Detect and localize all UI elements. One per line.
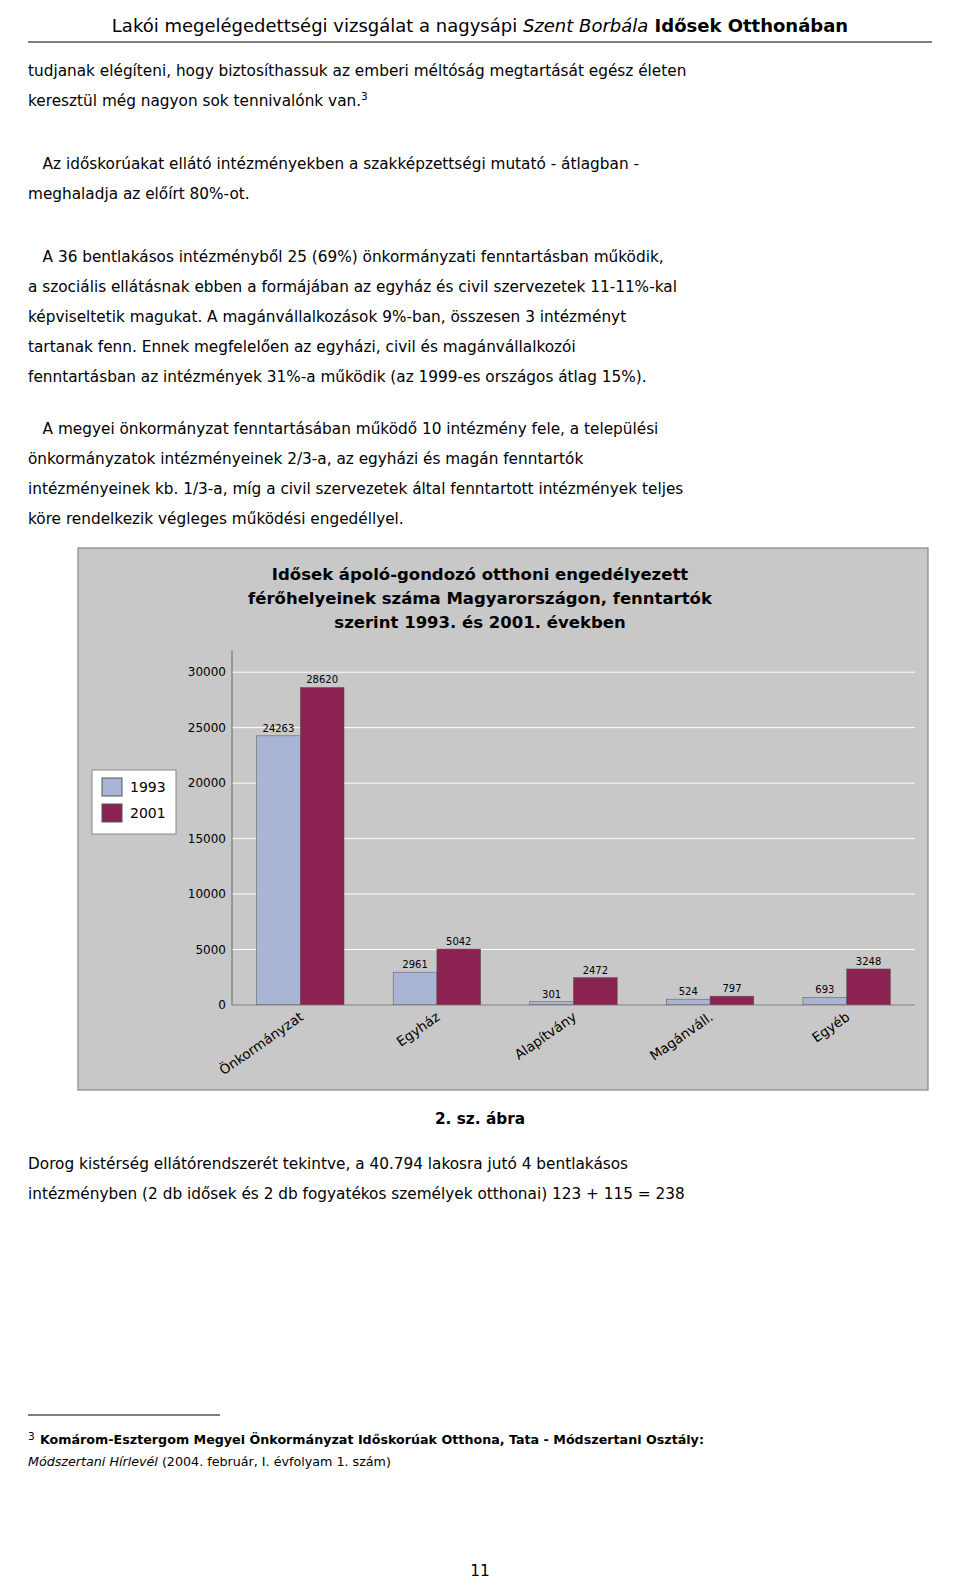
paragraph-line: intézményeinek kb. 1/3-a, míg a civil sz… <box>28 480 683 498</box>
bar <box>257 736 301 1005</box>
data-label: 3248 <box>856 956 881 967</box>
chart: Idősek ápoló-gondozó otthoni engedélyeze… <box>78 548 928 1090</box>
y-axis-line <box>232 650 233 1005</box>
data-label: 301 <box>542 989 561 1000</box>
footnote-detail: (2004. február, I. évfolyam 1. szám) <box>158 1454 391 1469</box>
bar <box>393 972 437 1005</box>
data-label: 693 <box>815 984 834 995</box>
paragraph-line: tartanak fenn. Ennek megfelelően az egyh… <box>28 338 576 356</box>
legend-swatch <box>102 804 122 822</box>
caption: 2. sz. ábra <box>435 1110 525 1128</box>
data-label: 28620 <box>306 674 338 685</box>
footnote-text: Módszertani Hírlevél (2004. február, I. … <box>28 1454 391 1469</box>
page-title: Lakói megelégedettségi vizsgálat a nagys… <box>112 15 848 36</box>
x-tick-label: Önkormányzat <box>215 1008 306 1079</box>
legend-label: 2001 <box>130 805 166 821</box>
x-tick-label: Magánváll. <box>647 1008 716 1063</box>
legend-label: 1993 <box>130 779 166 795</box>
bar <box>300 687 344 1005</box>
bar <box>803 997 847 1005</box>
footnote-text: Komárom-Esztergom Megyei Önkormányzat Id… <box>40 1432 704 1447</box>
bar <box>847 969 891 1005</box>
grid-line <box>232 672 915 673</box>
page-canvas: Lakói megelégedettségi vizsgálat a nagys… <box>0 0 960 1589</box>
x-axis-line <box>232 1005 915 1006</box>
bar <box>574 978 618 1005</box>
legend-frame <box>92 770 176 834</box>
page-title-segment: Szent Borbála <box>523 15 648 36</box>
data-label: 524 <box>679 986 698 997</box>
bar <box>530 1002 574 1005</box>
legend: 1993 2001 <box>92 770 176 834</box>
y-tick-label: 10000 <box>188 887 226 901</box>
paragraph-line: képviseltetik magukat. A magánvállalkozá… <box>28 308 626 326</box>
paragraph-line: meghaladja az előírt 80%-ot. <box>28 185 250 203</box>
x-tick-label: Alapítvány <box>511 1008 579 1062</box>
y-tick-label: 0 <box>218 998 226 1012</box>
bars <box>257 687 891 1005</box>
paragraph-line: tudjanak elégíteni, hogy biztosíthassuk … <box>28 62 686 80</box>
title-rule <box>28 41 932 42</box>
page-title-segment: Idősek Otthonában <box>648 15 848 36</box>
legend-swatch <box>102 778 122 796</box>
y-tick-label: 20000 <box>188 776 226 790</box>
paragraph-line: a szociális ellátásnak ebben a formájába… <box>28 278 677 296</box>
page: {"page_title": ["Lakói megelégedettségi … <box>0 0 960 1589</box>
x-tick-label: Egyház <box>393 1008 442 1049</box>
page-background <box>0 0 960 1589</box>
data-label: 797 <box>722 983 741 994</box>
paragraph-line: Dorog kistérség ellátórendszerét tekintv… <box>28 1155 628 1173</box>
grid-line <box>232 1005 915 1006</box>
paragraph-line: keresztül még nagyon sok tennivalónk van… <box>28 90 368 110</box>
y-tick-label: 5000 <box>195 943 226 957</box>
paragraph-line: intézményben (2 db idősek és 2 db fogyat… <box>28 1185 685 1203</box>
data-label: 2961 <box>402 959 427 970</box>
x-tick-label: Egyéb <box>809 1008 853 1045</box>
data-label: 5042 <box>446 936 471 947</box>
page-number: 11 <box>470 1562 489 1580</box>
data-label: 24263 <box>263 723 295 734</box>
data-labels: 24263 2961 301 524 693 28620 5042 2472 797 3248 <box>263 674 882 999</box>
page-title-segment: Lakói megelégedettségi vizsgálat a nagys… <box>112 15 523 36</box>
chart-title: Idősek ápoló-gondozó otthoni engedélyeze… <box>272 565 688 584</box>
footnote-mark: 3 <box>28 1430 35 1442</box>
footnote-rule <box>28 1414 220 1415</box>
paragraph-line: önkormányzatok intézményeinek 2/3-a, az … <box>28 450 583 468</box>
chart-title: szerint 1993. és 2001. években <box>334 613 625 632</box>
y-tick-label: 30000 <box>188 665 226 679</box>
paragraph-line: köre rendelkezik végleges működési enged… <box>28 510 404 528</box>
y-tick-label: 25000 <box>188 721 226 735</box>
paragraph-line: fenntartásban az intézmények 31%-a működ… <box>28 368 647 386</box>
footnote-title: Módszertani Hírlevél <box>28 1454 158 1469</box>
y-tick-label: 15000 <box>188 832 226 846</box>
paragraph-line: A 36 bentlakásos intézményből 25 (69%) ö… <box>28 248 664 266</box>
data-label: 2472 <box>583 965 608 976</box>
bar <box>666 999 710 1005</box>
paragraph-line: Az időskorúakat ellátó intézményekben a … <box>28 155 639 173</box>
footnote-reference: 3 <box>361 90 368 102</box>
paragraph-line: A megyei önkormányzat fenntartásában műk… <box>28 420 658 438</box>
chart-box <box>78 548 928 1090</box>
chart-title: férőhelyeinek száma Magyarországon, fenn… <box>248 589 713 608</box>
bar <box>437 949 481 1005</box>
bar <box>710 996 754 1005</box>
